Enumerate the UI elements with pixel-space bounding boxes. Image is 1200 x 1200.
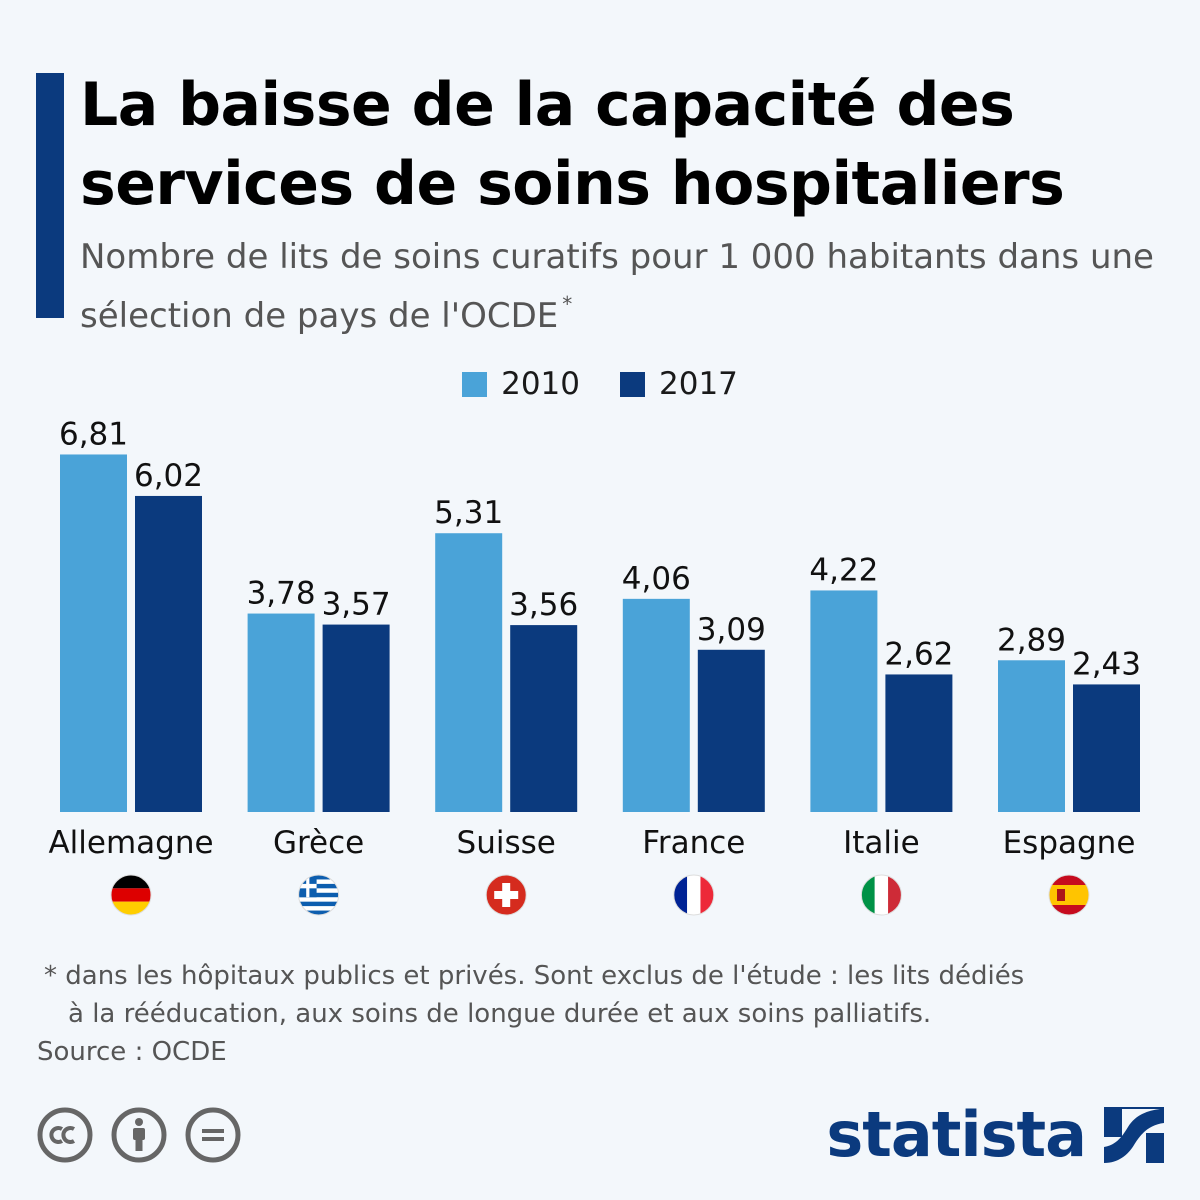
bar-2010-grèce [247,613,315,812]
france-flag-icon [673,874,715,916]
page-title: La baisse de la capacité des services de… [80,70,1065,219]
value-label-2010-espagne: 2,89 [997,622,1066,658]
category-label-grèce: Grèce [273,825,364,861]
attribution-icon[interactable] [110,1106,168,1164]
value-label-2010-suisse: 5,31 [434,495,503,531]
value-label-2017-france: 3,09 [697,612,766,648]
value-label-2010-france: 4,06 [622,561,691,597]
bar-2017-italie [885,674,953,812]
value-label-2010-grèce: 3,78 [247,576,316,612]
bar-2017-espagne [1073,684,1140,812]
bar-2017-suisse [510,625,578,812]
bar-2017-allemagne [135,495,202,812]
category-label-suisse: Suisse [457,825,556,861]
spain-flag-icon [1048,874,1090,916]
category-label-espagne: Espagne [1003,825,1136,861]
bar-2017-grèce [322,624,390,812]
footnote-line-1: * dans les hôpitaux publics et privés. S… [44,961,1025,991]
category-label-allemagne: Allemagne [48,825,213,861]
statista-wordmark: statista [826,1098,1087,1171]
switzerland-flag-icon [485,874,527,916]
subtitle-text: Nombre de lits de soins curatifs pour 1 … [80,237,1154,336]
statista-logo[interactable]: statista [826,1098,1164,1171]
germany-flag-icon [110,874,152,916]
footnote-line-2: à la rééducation, aux soins de longue du… [68,999,932,1029]
statista-mark-icon [1104,1106,1164,1163]
value-label-2017-suisse: 3,56 [509,587,578,623]
bar-2010-france [622,598,690,812]
legend-swatch-2010 [462,371,488,397]
legend-item-2010: 2010 [462,366,580,402]
category-label-italie: Italie [843,825,920,861]
bar-chart: 6,816,02 Allemagne 3,78 3,57 Grèce 5,31 3,56 Su… [48,416,1141,916]
source-note: Source : OCDE [37,1037,227,1067]
value-label-2017-italie: 2,62 [884,636,953,672]
greece-flag-icon [298,874,340,916]
chart-subtitle: Nombre de lits de soins curatifs pour 1 … [80,234,1180,340]
license-icons [36,1106,242,1164]
title-accent-bar [36,73,64,318]
value-label-2010-italie: 4,22 [809,552,878,588]
bar-2010-espagne [998,660,1065,812]
value-label-2017-espagne: 2,43 [1072,646,1141,682]
subtitle-footnote-mark: * [562,292,573,316]
creative-commons-icon[interactable] [36,1106,94,1164]
bar-2010-suisse [435,533,503,812]
value-label-2017-grèce: 3,57 [322,587,391,623]
value-label-2010-allemagne: 6,81 [59,416,128,452]
no-derivatives-icon[interactable] [184,1106,242,1164]
legend-label-2017: 2017 [659,366,738,402]
legend-swatch-2017 [620,371,645,397]
bar-2010-italie [810,590,878,812]
bar-2017-france [697,649,765,812]
bar-2010-allemagne [60,454,127,812]
legend-label-2010: 2010 [501,366,580,402]
chart-legend: 2010 2017 [0,366,1200,402]
italy-flag-icon [860,874,902,916]
category-label-france: France [642,825,745,861]
legend-item-2017: 2017 [620,366,738,402]
value-label-2017-allemagne: 6,02 [134,458,203,494]
footnote: * dans les hôpitaux publics et privés. S… [44,957,1174,1033]
